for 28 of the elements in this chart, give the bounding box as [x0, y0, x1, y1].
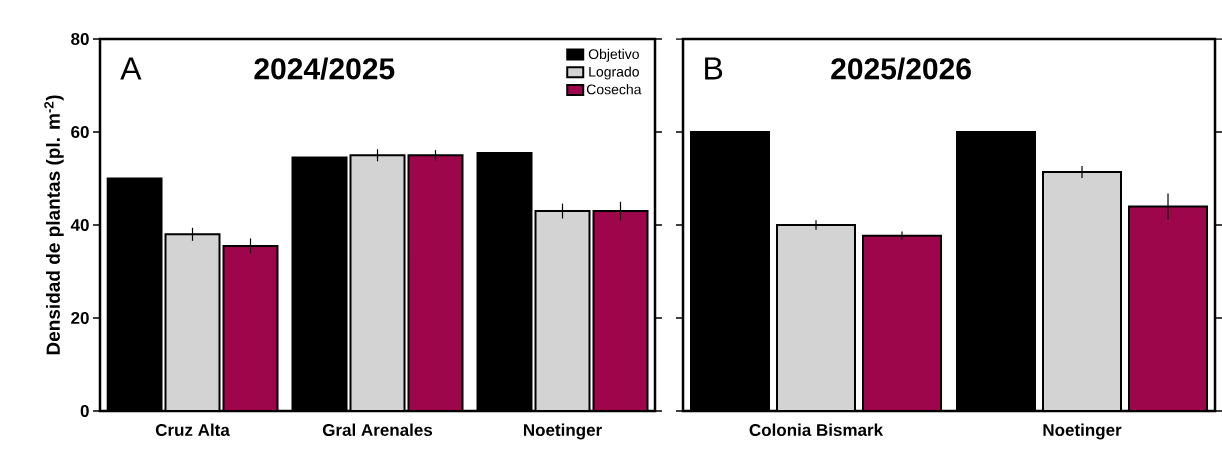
- legend-label: Cosecha: [586, 84, 642, 95]
- x-tick-label: Noetinger: [523, 423, 602, 440]
- y-tick-label: 80: [71, 32, 89, 46]
- x-tick-label: Noetinger: [1043, 423, 1122, 440]
- chart-title: 2025/2026: [831, 57, 971, 80]
- bar: [1042, 170, 1123, 411]
- x-tick-label: Gral Arenales: [322, 423, 433, 437]
- bar: [776, 224, 857, 411]
- bar: [592, 210, 649, 411]
- bar: [534, 210, 591, 411]
- annotation: A: [120, 57, 142, 80]
- y-tick-label: 60: [71, 125, 89, 139]
- y-axis-title: Densidad de plantas (pl. m$^{-2}$): [44, 95, 64, 355]
- bar: [1128, 205, 1209, 411]
- y-tick-label: 40: [70, 218, 89, 232]
- annotation: B: [705, 57, 723, 80]
- y-tick-label: 0: [80, 404, 89, 418]
- bar: [862, 234, 943, 411]
- legend-label: Objetivo: [588, 48, 639, 62]
- bar: [165, 234, 220, 411]
- x-tick-label: Cruz Alta: [155, 423, 230, 437]
- bar: [223, 245, 278, 411]
- y-tick-label: 20: [71, 311, 89, 325]
- chart-title: 2024/2025: [254, 57, 395, 80]
- bar: [350, 155, 405, 411]
- bar: [408, 155, 463, 411]
- x-tick-label: Colonia Bismark: [749, 423, 884, 437]
- legend-label: Logrado: [589, 66, 639, 80]
